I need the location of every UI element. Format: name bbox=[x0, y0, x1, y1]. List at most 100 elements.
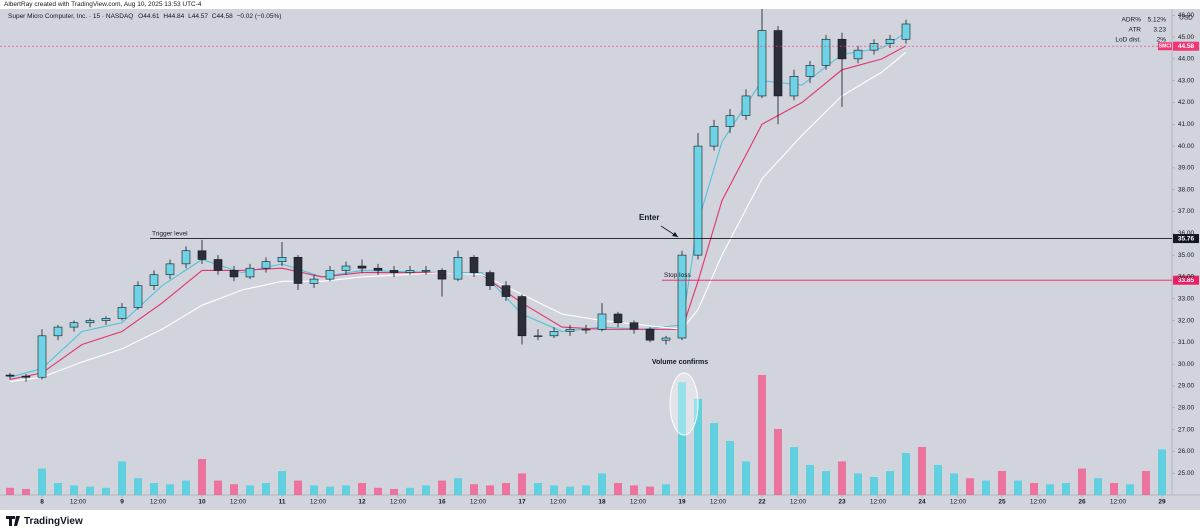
x-tick-label: 23 bbox=[838, 499, 846, 506]
volume-bar bbox=[1062, 483, 1070, 495]
symbol-tag bbox=[1158, 42, 1172, 51]
candle-body bbox=[197, 250, 207, 260]
y-tick-label: 31.00 bbox=[1178, 339, 1195, 346]
ohlc-low: L44.57 bbox=[188, 13, 208, 20]
x-tick-label: 29 bbox=[1158, 499, 1166, 506]
price-tag bbox=[1173, 41, 1199, 51]
x-tick-label: 25 bbox=[998, 499, 1006, 506]
volume-bar bbox=[790, 447, 798, 495]
x-tick-label: 12:00 bbox=[390, 499, 407, 506]
volume-bar bbox=[758, 375, 766, 495]
volume-bar bbox=[998, 471, 1006, 495]
volume-bar bbox=[518, 473, 526, 495]
volume-bar bbox=[54, 483, 62, 495]
y-tick-label: 25.00 bbox=[1178, 470, 1195, 477]
stat-label: LoD dist. bbox=[1115, 37, 1141, 44]
credit: AlbertRay created with TradingView.com, … bbox=[4, 1, 202, 8]
header-strip bbox=[0, 0, 1200, 9]
candle-body bbox=[453, 257, 463, 280]
x-tick-label: 19 bbox=[678, 499, 686, 506]
candle-body bbox=[517, 296, 527, 337]
x-tick-label: 12:00 bbox=[790, 499, 807, 506]
volume-bar bbox=[662, 484, 670, 495]
y-tick-label: 43.00 bbox=[1178, 77, 1195, 84]
price-tag bbox=[1173, 275, 1199, 285]
footer bbox=[0, 510, 1200, 532]
symbol-line: Super Micro Computer, Inc. · 15 · NASDAQ… bbox=[8, 13, 281, 20]
candle-body bbox=[293, 257, 303, 284]
volume-bar bbox=[806, 465, 814, 495]
candle-body bbox=[357, 265, 367, 269]
y-tick-label: 27.00 bbox=[1178, 426, 1195, 433]
y-tick-label: 37.00 bbox=[1178, 208, 1195, 215]
volume-bar bbox=[390, 489, 398, 495]
candle-body bbox=[773, 30, 783, 97]
y-tick-label: 38.00 bbox=[1178, 186, 1195, 193]
candle-body bbox=[69, 322, 79, 328]
stats-table: ADR% 5.12% ATR 3.23 LoD dist. 2% bbox=[1115, 17, 1166, 44]
volume-bar bbox=[294, 480, 302, 495]
volume-bar bbox=[950, 473, 958, 495]
candle-body bbox=[5, 374, 15, 377]
candle-body bbox=[181, 250, 191, 265]
x-tick-label: 8 bbox=[40, 499, 44, 506]
volume-bar bbox=[326, 486, 334, 495]
axes: 25.00 26.00 27.00 28.00 29.00 30.00 31.00 32.00… bbox=[40, 12, 1194, 506]
candle-body bbox=[85, 320, 95, 324]
candle-body bbox=[757, 30, 767, 97]
volume-bar bbox=[470, 484, 478, 495]
watermark: TradingView bbox=[24, 516, 83, 527]
volume-bar bbox=[310, 485, 318, 495]
x-tick-label: 18 bbox=[598, 499, 606, 506]
candle-body bbox=[725, 115, 735, 127]
x-tick-label: 12:00 bbox=[710, 499, 727, 506]
candle-body bbox=[133, 285, 143, 308]
volume-bar bbox=[150, 483, 158, 495]
volume-bar bbox=[1142, 471, 1150, 495]
candle-body bbox=[165, 263, 175, 276]
x-tick-label: 12:00 bbox=[150, 499, 167, 506]
level-label: Stop loss bbox=[664, 272, 691, 279]
y-tick-label: 46.00 bbox=[1178, 12, 1195, 19]
volume-bar bbox=[102, 487, 110, 495]
y-tick-label: 33.00 bbox=[1178, 295, 1195, 302]
candle-body bbox=[373, 267, 383, 271]
volume-bar bbox=[838, 461, 846, 495]
candle-body bbox=[629, 322, 639, 330]
x-tick-label: 12:00 bbox=[630, 499, 647, 506]
volume-bar bbox=[1094, 478, 1102, 495]
volume-bar bbox=[6, 487, 14, 495]
volume-bar bbox=[678, 382, 686, 495]
ohlc-high: H44.84 bbox=[163, 13, 184, 20]
volume-bar bbox=[630, 485, 638, 495]
volume-highlight bbox=[669, 372, 699, 436]
x-tick-label: 12:00 bbox=[470, 499, 487, 506]
volume-bar bbox=[1110, 483, 1118, 495]
candle-body bbox=[869, 43, 879, 51]
x-tick-label: 11 bbox=[279, 499, 286, 506]
volume-bar bbox=[534, 483, 542, 495]
y-tick-label: 32.00 bbox=[1178, 317, 1195, 324]
y-tick-label: 30.00 bbox=[1178, 361, 1195, 368]
y-tick-label: 35.00 bbox=[1178, 252, 1195, 259]
candle-body bbox=[421, 270, 431, 272]
x-tick-label: 12:00 bbox=[870, 499, 887, 506]
candle-body bbox=[101, 318, 111, 321]
volume-bar bbox=[870, 477, 878, 495]
candle-body bbox=[437, 270, 447, 280]
volume-bar bbox=[742, 461, 750, 495]
volume-bar bbox=[774, 429, 782, 495]
volume-bar bbox=[118, 461, 126, 495]
enter-arrowhead bbox=[672, 232, 678, 237]
volume-bar bbox=[934, 465, 942, 495]
volume-bar bbox=[374, 487, 382, 495]
y-tick-label: 45.00 bbox=[1178, 34, 1195, 41]
candle-body bbox=[613, 313, 623, 324]
volume-bar bbox=[1126, 484, 1134, 495]
candle-body bbox=[53, 326, 63, 337]
volume-bar bbox=[422, 485, 430, 495]
y-tick-label: 41.00 bbox=[1178, 121, 1195, 128]
volume-bar bbox=[854, 473, 862, 495]
